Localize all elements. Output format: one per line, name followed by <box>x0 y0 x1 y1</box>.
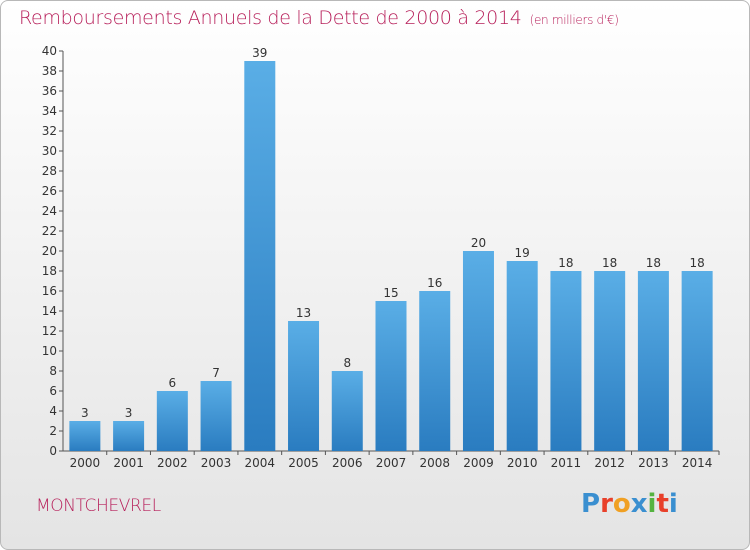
bar-2009 <box>462 251 494 451</box>
data-label-2014: 18 <box>689 256 704 270</box>
logo-letter: x <box>630 489 648 519</box>
chart-title: Remboursements Annuels de la Dette de 20… <box>19 7 619 29</box>
y-tick-label: 10 <box>42 344 57 358</box>
x-tick-label: 2013 <box>638 456 669 470</box>
y-tick-label: 18 <box>42 264 57 278</box>
bar-2014 <box>681 271 713 451</box>
bar-2000 <box>69 421 101 451</box>
x-tick-label: 2004 <box>245 456 276 470</box>
logo-letter: P <box>581 489 601 519</box>
y-tick-label: 2 <box>49 424 57 438</box>
x-tick-label: 2003 <box>201 456 232 470</box>
data-label-2003: 7 <box>212 366 220 380</box>
y-tick-label: 20 <box>42 244 57 258</box>
y-tick-label: 22 <box>42 224 57 238</box>
x-tick-label: 2000 <box>70 456 101 470</box>
data-label-2011: 18 <box>558 256 573 270</box>
data-label-2010: 19 <box>515 246 530 260</box>
title-text: Remboursements Annuels de la Dette de 20… <box>19 7 522 29</box>
y-tick-label: 36 <box>42 84 57 98</box>
logo-letter: t <box>656 489 669 519</box>
bar-2006 <box>331 371 363 451</box>
bar-2004 <box>244 61 276 451</box>
data-label-2009: 20 <box>471 236 486 250</box>
data-label-2008: 16 <box>427 276 442 290</box>
y-tick-label: 24 <box>42 204 57 218</box>
x-tick-label: 2010 <box>507 456 538 470</box>
bar-2007 <box>375 301 407 451</box>
y-tick-label: 38 <box>42 64 57 78</box>
y-tick-label: 0 <box>49 444 57 458</box>
y-tick-label: 34 <box>42 104 57 118</box>
town-name: MONTCHEVREL <box>36 496 161 516</box>
y-tick-label: 32 <box>42 124 57 138</box>
data-label-2000: 3 <box>81 406 89 420</box>
data-label-2005: 13 <box>296 306 311 320</box>
x-tick-label: 2014 <box>682 456 713 470</box>
bar-2008 <box>419 291 451 451</box>
x-tick-label: 2007 <box>376 456 407 470</box>
y-tick-label: 14 <box>42 304 57 318</box>
data-label-2006: 8 <box>343 356 351 370</box>
x-tick-label: 2006 <box>332 456 363 470</box>
data-label-2002: 6 <box>169 376 177 390</box>
logo-letter: o <box>612 489 631 519</box>
bar-2013 <box>637 271 669 451</box>
logo-letter: i <box>668 489 678 519</box>
bar-2001 <box>113 421 145 451</box>
data-labels: 3 3 6 7 39 13 8 15 16 20 19 18 18 18 18 <box>81 46 705 420</box>
y-tick-label: 4 <box>49 404 57 418</box>
data-label-2007: 15 <box>383 286 398 300</box>
y-tick-label: 26 <box>42 184 57 198</box>
y-tick-label: 40 <box>42 44 57 58</box>
bar-2005 <box>288 321 320 451</box>
unit-subtitle: (en milliers d'€) <box>529 13 619 27</box>
x-tick-label: 2012 <box>594 456 625 470</box>
x-tick-label: 2001 <box>113 456 144 470</box>
x-tick-label: 2011 <box>551 456 582 470</box>
bars <box>69 61 713 451</box>
y-tick-label: 16 <box>42 284 57 298</box>
proxiti-logo[interactable]: Proxiti <box>581 489 678 519</box>
bar-2002 <box>156 391 188 451</box>
bar-2012 <box>594 271 626 451</box>
y-tick-label: 30 <box>42 144 57 158</box>
data-label-2004: 39 <box>252 46 267 60</box>
y-tick-label: 8 <box>49 364 57 378</box>
x-tick-label: 2008 <box>419 456 450 470</box>
bar-2010 <box>506 261 538 451</box>
x-tick-label: 2002 <box>157 456 188 470</box>
data-label-2001: 3 <box>125 406 133 420</box>
x-tick-label: 2005 <box>288 456 319 470</box>
data-label-2012: 18 <box>602 256 617 270</box>
bar-2011 <box>550 271 582 451</box>
bar-2003 <box>200 381 232 451</box>
y-tick-label: 28 <box>42 164 57 178</box>
y-tick-label: 6 <box>49 384 57 398</box>
y-tick-label: 12 <box>42 324 57 338</box>
logo-letter: i <box>647 489 657 519</box>
x-tick-label: 2009 <box>463 456 494 470</box>
logo-letter: r <box>600 489 613 519</box>
data-label-2013: 18 <box>646 256 661 270</box>
